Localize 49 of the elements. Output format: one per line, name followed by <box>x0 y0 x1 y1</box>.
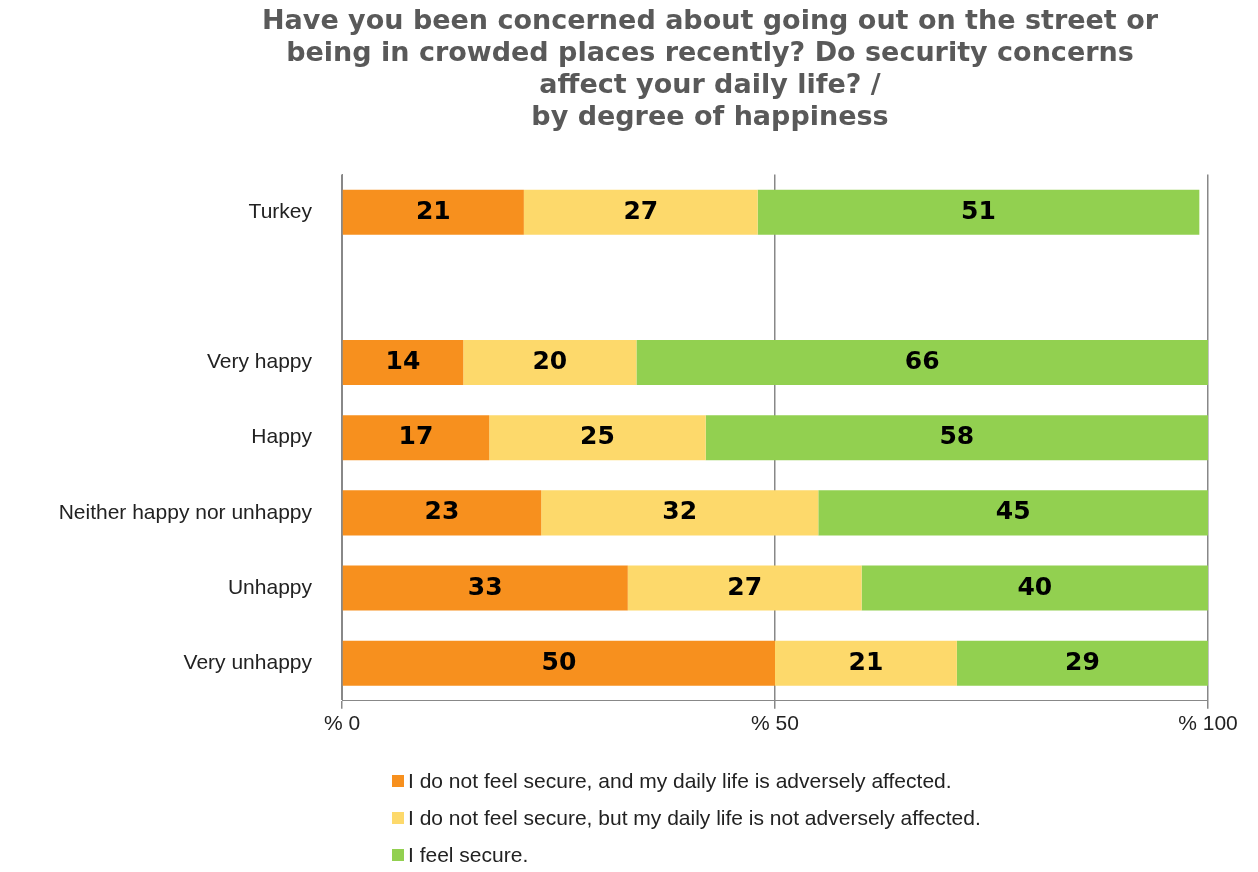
data-label: 32 <box>662 496 698 526</box>
y-tick-label: Very happy <box>206 349 313 373</box>
legend-label: I do not feel secure, but my daily life is not adversely affected. <box>408 805 981 830</box>
y-tick-label: Turkey <box>248 198 313 222</box>
x-tick-label: % 0 <box>323 711 361 735</box>
data-label: 25 <box>580 421 615 451</box>
bar <box>956 640 1208 686</box>
legend-label: I feel secure. <box>408 842 529 867</box>
data-label: 20 <box>532 346 568 376</box>
data-label: 23 <box>424 496 460 526</box>
data-label: 50 <box>541 646 577 676</box>
bar <box>861 565 1208 611</box>
data-label: 14 <box>385 346 421 376</box>
legend-label: I do not feel secure, and my daily life is adversely affected. <box>408 768 952 793</box>
data-label: 40 <box>1017 571 1053 601</box>
bar <box>627 565 862 611</box>
data-label: 21 <box>848 646 884 676</box>
bar <box>818 490 1208 536</box>
bar <box>342 339 464 386</box>
data-label: 27 <box>727 571 763 601</box>
y-tick-label: Neither happy nor unhappy <box>58 499 313 523</box>
bar <box>342 640 775 686</box>
bar <box>757 189 1200 235</box>
y-tick-label: Happy <box>251 424 313 448</box>
y-tick-label: Very unhappy <box>183 650 313 674</box>
data-label: 58 <box>939 421 975 451</box>
y-tick-label: Unhappy <box>227 574 313 598</box>
bar <box>342 415 490 461</box>
data-label: 27 <box>623 195 659 225</box>
bar <box>489 415 706 461</box>
x-tick-label: % 100 <box>1178 711 1238 735</box>
bar <box>775 640 957 686</box>
bar <box>342 565 628 611</box>
bar <box>342 189 524 235</box>
bar <box>342 490 542 536</box>
data-label: 45 <box>995 496 1031 526</box>
bar <box>523 189 758 235</box>
data-label: 17 <box>398 421 434 451</box>
chart-subtitle: by degree of happiness <box>530 100 890 132</box>
data-label: 21 <box>415 195 451 225</box>
data-label: 29 <box>1065 646 1100 676</box>
data-label: 33 <box>467 571 503 601</box>
x-tick-label: % 50 <box>751 711 799 735</box>
bar <box>705 415 1208 461</box>
bar <box>636 339 1208 386</box>
data-label: 51 <box>961 195 996 225</box>
bar <box>463 339 637 386</box>
data-label: 66 <box>904 346 940 376</box>
bar <box>541 490 819 536</box>
